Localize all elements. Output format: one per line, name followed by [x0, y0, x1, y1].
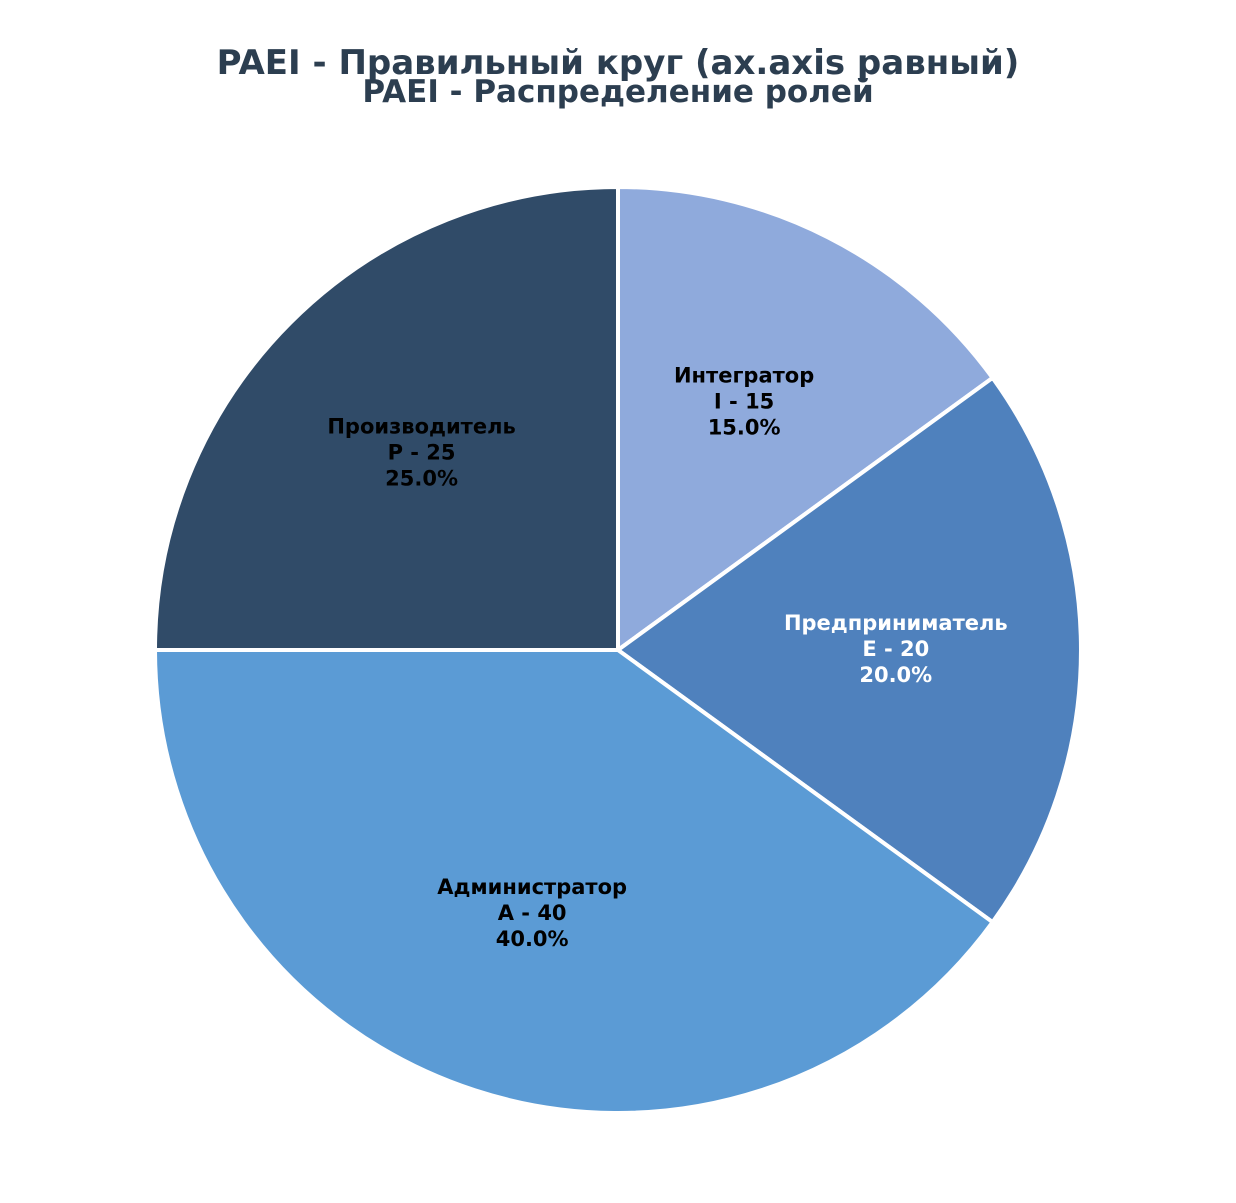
slice-label-percent-label: 40.0% — [496, 927, 569, 951]
slice-label-role: Интегратор — [674, 363, 814, 387]
slice-label-code-line: P - 25 — [388, 441, 456, 465]
chart-subtitle: PAEI - Распределение ролей — [362, 74, 873, 110]
slice-label-role: Администратор — [437, 875, 627, 899]
slice-label-percent-label: 15.0% — [708, 415, 781, 439]
pie-slice — [153, 185, 620, 652]
slice-label-percent-label: 25.0% — [385, 467, 458, 491]
slice-label-code-line: A - 40 — [498, 901, 567, 925]
chart-title: PAEI - Правильный круг (ax.axis равный) — [217, 43, 1020, 83]
pie-slice — [616, 375, 1083, 925]
pie-slice — [616, 185, 995, 652]
pie-slice — [153, 648, 995, 1115]
pie-slices — [153, 185, 1083, 1115]
slice-label-role: Предприниматель — [784, 611, 1008, 635]
slice-label-code-line: E - 20 — [862, 637, 929, 661]
slice-label-code-line: I - 15 — [714, 389, 774, 413]
slice-label-role: Производитель — [327, 415, 515, 439]
slice-label-percent-label: 20.0% — [859, 663, 932, 687]
